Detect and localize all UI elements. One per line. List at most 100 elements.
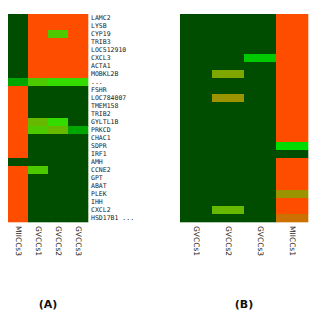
- heatmap-cell: [8, 182, 28, 190]
- heatmap-cell: [8, 158, 28, 166]
- heatmap-cell: [68, 46, 88, 54]
- heatmap-cell: [8, 118, 28, 126]
- heatmap-cell: [68, 190, 88, 198]
- heatmap-cell: [244, 142, 276, 150]
- heatmap-cell: [28, 14, 48, 22]
- panel-title: (B): [235, 298, 253, 311]
- heatmap-cell: [180, 182, 212, 190]
- heatmap-cell: [276, 46, 308, 54]
- heatmap-cell: [8, 214, 28, 222]
- heatmap-cell: [276, 86, 308, 94]
- heatmap-cell: [28, 150, 48, 158]
- background: [0, 0, 320, 320]
- heatmap-cell: [180, 174, 212, 182]
- heatmap-cell: [180, 54, 212, 62]
- heatmap-cell: [8, 14, 28, 22]
- heatmap-cell: [212, 102, 244, 110]
- heatmap-cell: [48, 22, 68, 30]
- heatmap-cell: [212, 206, 244, 214]
- heatmap-cell: [244, 54, 276, 62]
- heatmap-cell: [212, 70, 244, 78]
- row-label: PRKCD: [91, 126, 111, 134]
- heatmap-cell: [244, 110, 276, 118]
- heatmap-cell: [48, 182, 68, 190]
- heatmap-cell: [28, 22, 48, 30]
- heatmap-cell: [48, 78, 68, 86]
- heatmap-cell: [48, 14, 68, 22]
- heatmap-cell: [68, 174, 88, 182]
- panel-title: (A): [39, 298, 58, 311]
- heatmap-cell: [276, 214, 308, 222]
- heatmap-cell: [28, 86, 48, 94]
- heatmap-cell: [180, 126, 212, 134]
- heatmap-cell: [180, 70, 212, 78]
- heatmap-cell: [28, 166, 48, 174]
- row-label: SDPR: [91, 142, 107, 150]
- heatmap-cell: [68, 14, 88, 22]
- heatmap-cell: [276, 94, 308, 102]
- heatmap-cell: [8, 102, 28, 110]
- heatmap-cell: [276, 206, 308, 214]
- heatmap-cell: [244, 190, 276, 198]
- row-label: CCNE2: [91, 166, 111, 174]
- heatmap-cell: [276, 134, 308, 142]
- heatmap-cell: [244, 70, 276, 78]
- heatmap-cell: [180, 46, 212, 54]
- heatmap-cell: [28, 94, 48, 102]
- heatmap-cell: [212, 78, 244, 86]
- heatmap-cell: [180, 214, 212, 222]
- heatmap-cell: [8, 126, 28, 134]
- heatmap-cell: [180, 150, 212, 158]
- heatmap-cell: [28, 78, 48, 86]
- heatmap-cell: [276, 70, 308, 78]
- heatmap-cell: [180, 190, 212, 198]
- column-label: GVCCs1: [192, 226, 201, 256]
- heatmap-cell: [8, 46, 28, 54]
- heatmap-cell: [244, 118, 276, 126]
- heatmap-cell: [244, 94, 276, 102]
- heatmap-cell: [180, 118, 212, 126]
- heatmap-cell: [212, 30, 244, 38]
- heatmap-cell: [8, 150, 28, 158]
- heatmap-cell: [212, 62, 244, 70]
- heatmap-cell: [180, 134, 212, 142]
- heatmap-cell: [276, 102, 308, 110]
- heatmap-cell: [68, 142, 88, 150]
- heatmap-cell: [212, 158, 244, 166]
- heatmap-cell: [276, 158, 308, 166]
- heatmap-cell: [180, 30, 212, 38]
- heatmap-cell: [212, 182, 244, 190]
- heatmap-cell: [28, 118, 48, 126]
- row-label: IHH: [91, 198, 103, 206]
- heatmap-cell: [8, 190, 28, 198]
- heatmap-cell: [68, 94, 88, 102]
- heatmap-cell: [276, 14, 308, 22]
- heatmap-cell: [48, 126, 68, 134]
- heatmap-cell: [212, 110, 244, 118]
- heatmap-cell: [48, 158, 68, 166]
- heatmap-cell: [8, 134, 28, 142]
- heatmap-cell: [244, 214, 276, 222]
- heatmap-cells: [8, 14, 88, 222]
- heatmap-cell: [244, 198, 276, 206]
- row-label: ABAT: [91, 182, 107, 190]
- heatmap-cell: [68, 22, 88, 30]
- row-label: LYSB: [91, 22, 107, 30]
- heatmap-cell: [48, 134, 68, 142]
- heatmap-panel: GVCCs1GVCCs2GVCCs3MIICCs1(B): [180, 14, 308, 311]
- heatmap-cell: [68, 86, 88, 94]
- heatmap-cell: [28, 54, 48, 62]
- heatmap-cell: [8, 38, 28, 46]
- heatmap-cell: [276, 22, 308, 30]
- heatmap-cell: [212, 174, 244, 182]
- heatmap-cell: [48, 86, 68, 94]
- heatmap-cell: [28, 214, 48, 222]
- heatmap-cell: [244, 102, 276, 110]
- heatmap-cell: [180, 14, 212, 22]
- heatmap-cell: [180, 94, 212, 102]
- heatmap-cell: [244, 86, 276, 94]
- heatmap-cell: [244, 78, 276, 86]
- heatmap-cell: [8, 198, 28, 206]
- heatmap-cell: [48, 142, 68, 150]
- heatmap-cell: [68, 78, 88, 86]
